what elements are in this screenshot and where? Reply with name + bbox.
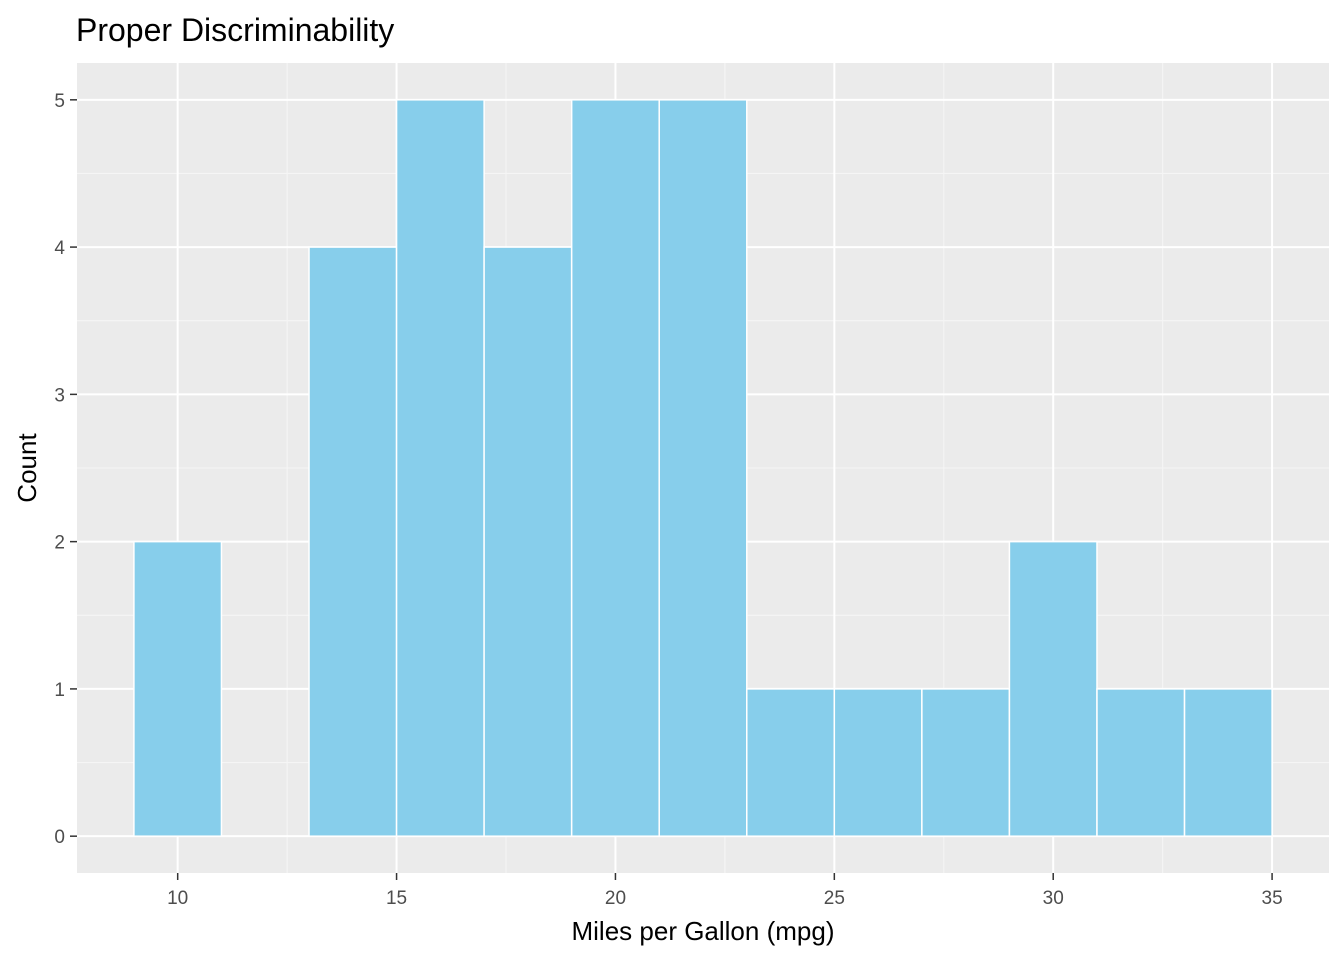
chart-title: Proper Discriminability <box>76 12 395 48</box>
histogram-bar <box>1096 688 1186 837</box>
histogram-bar <box>833 688 923 837</box>
x-axis-tick-labels: 10 15 20 25 30 35 <box>167 888 1283 909</box>
histogram-bar <box>483 246 573 837</box>
y-tick-label: 1 <box>54 680 65 701</box>
y-tick-label: 4 <box>54 238 65 259</box>
histogram-bar <box>746 688 836 837</box>
y-axis-tick-labels: 0 1 2 3 4 5 <box>54 91 65 848</box>
histogram-bar <box>1008 540 1098 837</box>
x-tick-label: 30 <box>1043 888 1064 909</box>
y-tick-label: 2 <box>54 533 65 554</box>
y-axis-title: Count <box>12 433 42 503</box>
histogram-bar <box>570 99 660 837</box>
axis-ticks <box>70 99 1273 880</box>
y-tick-label: 3 <box>54 385 65 406</box>
x-tick-label: 20 <box>605 888 626 909</box>
y-tick-label: 0 <box>54 827 65 848</box>
y-tick-label: 5 <box>54 91 65 112</box>
histogram-bar <box>133 540 223 837</box>
histogram-bar <box>658 99 748 837</box>
x-axis-title: Miles per Gallon (mpg) <box>572 916 835 946</box>
histogram-bars <box>133 99 1273 837</box>
histogram-bar <box>1183 688 1273 837</box>
histogram-bar <box>921 688 1011 837</box>
x-tick-label: 10 <box>167 888 188 909</box>
histogram-bar <box>308 246 398 837</box>
x-tick-label: 35 <box>1262 888 1283 909</box>
x-tick-label: 25 <box>824 888 845 909</box>
x-tick-label: 15 <box>386 888 407 909</box>
histogram-bar <box>395 99 485 837</box>
